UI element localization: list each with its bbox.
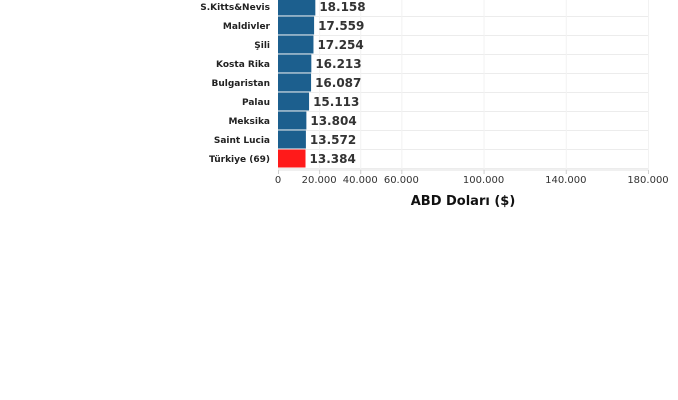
value-label: 13.572 — [310, 133, 356, 147]
category-label: Kosta Rika — [216, 60, 270, 70]
category-label: Palau — [242, 98, 270, 108]
value-labels: 18.158 17.559 17.254 16.213 16.087 15.113 13.8… — [310, 0, 366, 166]
x-axis-title: ABD Doları ($) — [411, 194, 516, 209]
bar — [278, 130, 306, 149]
category-label: Şili — [254, 41, 270, 51]
bar — [278, 54, 312, 73]
category-label: Maldivler — [223, 22, 271, 32]
category-label: Meksika — [228, 117, 270, 127]
category-label: Saint Lucia — [214, 136, 270, 146]
value-label: 16.087 — [315, 76, 361, 90]
value-label: 13.384 — [310, 152, 356, 166]
value-label: 16.213 — [315, 57, 361, 71]
x-tick-label: 60.000 — [384, 175, 419, 186]
bar — [278, 111, 307, 130]
value-label: 17.559 — [318, 19, 364, 33]
x-tick-label: 40.000 — [343, 175, 378, 186]
x-tick-label: 100.000 — [463, 175, 504, 186]
x-tick-label: 0 — [275, 175, 281, 186]
value-label: 17.254 — [317, 38, 363, 52]
bar — [278, 73, 312, 92]
category-labels: S.Kitts&Nevis Maldivler Şili Kosta Rika Bulg… — [200, 3, 270, 165]
bar — [278, 0, 316, 16]
bar — [278, 92, 310, 111]
x-axis: 0 20.000 40.000 60.000 100.000 140.000 180.000 — [275, 169, 669, 186]
bar — [278, 16, 315, 35]
value-label: 13.804 — [310, 114, 356, 128]
category-label: Bulgaristan — [211, 79, 270, 89]
category-label: Türkiye (69) — [209, 155, 270, 165]
value-label: 15.113 — [313, 95, 359, 109]
value-label: 18.158 — [319, 0, 365, 14]
x-tick-label: 140.000 — [545, 175, 586, 186]
x-tick-label: 20.000 — [302, 175, 337, 186]
bars — [278, 0, 316, 168]
x-tick-label: 180.000 — [627, 175, 668, 186]
bar — [278, 35, 314, 54]
category-label: S.Kitts&Nevis — [200, 3, 270, 13]
bar-highlight — [278, 149, 306, 168]
grid-lines — [278, 0, 649, 170]
